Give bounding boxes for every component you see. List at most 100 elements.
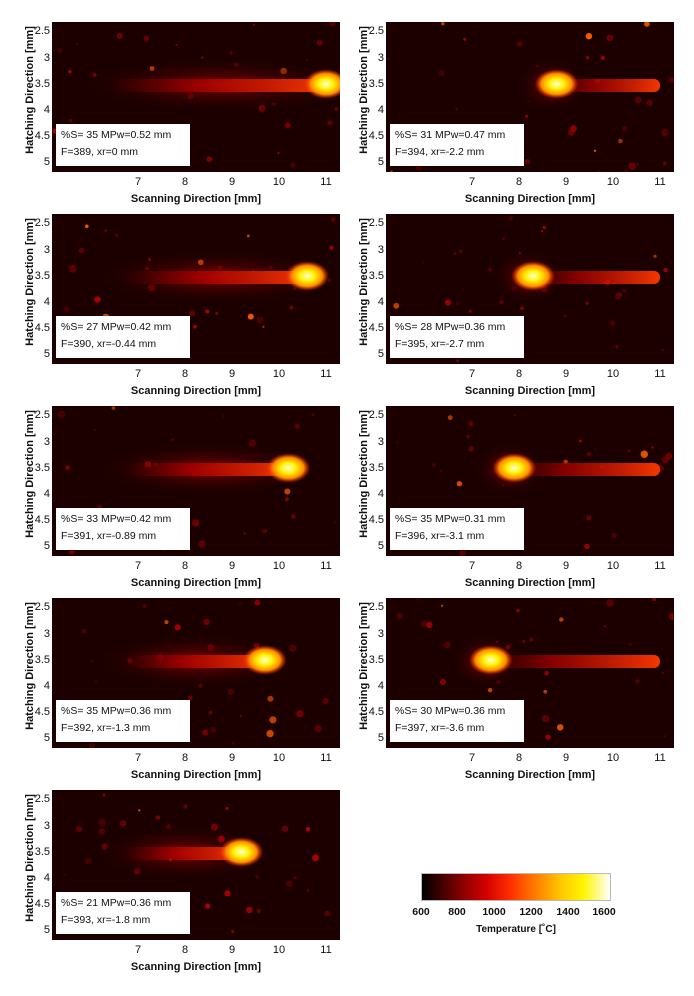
y-tick-label: 3	[43, 628, 50, 640]
parameter-box: %S= 21 MPw=0.36 mm F=393, xr=-1.8 mm	[56, 892, 190, 934]
y-tick-label: 4	[377, 104, 384, 116]
y-tick-label: 4	[377, 488, 384, 500]
y-tick-label: 3	[377, 52, 384, 64]
x-tick-label: 8	[181, 560, 189, 572]
y-tick-label: 2.5	[368, 25, 384, 37]
x-tick-label: 10	[272, 368, 286, 380]
thermal-image	[52, 214, 340, 364]
parameter-line-1: %S= 27 MPw=0.42 mm	[61, 321, 172, 333]
parameter-box: %S= 35 MPw=0.31 mm F=396, xr=-3.1 mm	[390, 508, 524, 550]
x-tick-label: 7	[134, 944, 142, 956]
x-tick-label: 10	[272, 944, 286, 956]
y-tick-label: 4	[43, 296, 50, 308]
y-tick-label: 5	[377, 156, 384, 168]
y-tick-label: 2.5	[34, 217, 50, 229]
parameter-box: %S= 31 MPw=0.47 mm F=394, xr=-2.2 mm	[390, 124, 524, 166]
y-tick-label: 4.5	[368, 706, 384, 718]
y-tick-label: 2.5	[368, 409, 384, 421]
y-tick-label: 3	[43, 820, 50, 832]
x-tick-label: 9	[228, 752, 236, 764]
x-tick-label: 8	[515, 368, 523, 380]
parameter-line-1: %S= 28 MPw=0.36 mm	[395, 321, 506, 333]
y-tick-label: 5	[43, 348, 50, 360]
parameter-box: %S= 35 MPw=0.36 mm F=392, xr=-1.3 mm	[56, 700, 190, 742]
parameter-line-2: F=397, xr=-3.6 mm	[395, 722, 485, 734]
parameter-line-2: F=389, xr=0 mm	[61, 146, 139, 158]
temperature-colorbar	[421, 873, 611, 901]
thermal-image	[386, 22, 674, 172]
thermal-panel: Hatching Direction [mm] 2.5 3 3.5 4 4.5 5 7 8 9 10…	[14, 214, 344, 404]
y-tick-label: 3.5	[368, 462, 384, 474]
x-tick-label: 9	[562, 176, 570, 188]
y-tick-label: 3.5	[34, 654, 50, 666]
y-tick-label: 3.5	[34, 462, 50, 474]
y-tick-label: 5	[43, 156, 50, 168]
x-tick-label: 9	[228, 176, 236, 188]
x-tick-label: 8	[181, 752, 189, 764]
colorbar-tick: 800	[448, 906, 466, 918]
y-tick-label: 2.5	[34, 793, 50, 805]
y-tick-label: 3	[43, 52, 50, 64]
x-tick-label: 9	[562, 560, 570, 572]
x-axis-label: Scanning Direction [mm]	[130, 769, 262, 781]
x-tick-label: 7	[468, 176, 476, 188]
y-tick-label: 4.5	[34, 898, 50, 910]
x-tick-label: 10	[606, 176, 620, 188]
y-tick-label: 4	[43, 104, 50, 116]
x-tick-label: 9	[228, 944, 236, 956]
x-axis-label: Scanning Direction [mm]	[464, 193, 596, 205]
y-tick-label: 4	[43, 872, 50, 884]
parameter-line-1: %S= 33 MPw=0.42 mm	[61, 513, 172, 525]
x-tick-label: 10	[606, 560, 620, 572]
parameter-box: %S= 27 MPw=0.42 mm F=390, xr=-0.44 mm	[56, 316, 190, 358]
thermal-panel: Hatching Direction [mm] 2.5 3 3.5 4 4.5 5 7 8 9 10…	[14, 22, 344, 212]
parameter-line-2: F=395, xr=-2.7 mm	[395, 338, 485, 350]
x-tick-label: 7	[468, 752, 476, 764]
thermal-image	[52, 790, 340, 940]
y-tick-label: 4.5	[34, 514, 50, 526]
y-tick-label: 5	[377, 540, 384, 552]
x-tick-label: 8	[181, 368, 189, 380]
x-tick-label: 7	[134, 560, 142, 572]
thermal-panel: Hatching Direction [mm] 2.5 3 3.5 4 4.5 5 7 8 9 10…	[14, 790, 344, 980]
parameter-box: %S= 33 MPw=0.42 mm F=391, xr=-0.89 mm	[56, 508, 190, 550]
x-axis-label: Scanning Direction [mm]	[464, 577, 596, 589]
parameter-line-2: F=391, xr=-0.89 mm	[61, 530, 157, 542]
thermal-panel: Hatching Direction [mm] 2.5 3 3.5 4 4.5 5 7 8 9 10…	[348, 598, 678, 788]
parameter-box: %S= 30 MPw=0.36 mm F=397, xr=-3.6 mm	[390, 700, 524, 742]
x-axis-label: Scanning Direction [mm]	[130, 193, 262, 205]
y-tick-label: 3.5	[34, 270, 50, 282]
y-tick-label: 5	[377, 732, 384, 744]
y-tick-label: 4.5	[34, 706, 50, 718]
x-tick-label: 7	[134, 368, 142, 380]
parameter-box: %S= 28 MPw=0.36 mm F=395, xr=-2.7 mm	[390, 316, 524, 358]
x-tick-label: 8	[515, 176, 523, 188]
thermal-panel: Hatching Direction [mm] 2.5 3 3.5 4 4.5 5 7 8 9 10…	[348, 406, 678, 596]
y-tick-label: 2.5	[34, 409, 50, 421]
thermal-panel: Hatching Direction [mm] 2.5 3 3.5 4 4.5 5 7 8 9 10…	[14, 598, 344, 788]
colorbar-tick: 600	[412, 906, 430, 918]
y-tick-label: 5	[377, 348, 384, 360]
y-tick-label: 5	[43, 540, 50, 552]
y-tick-label: 4	[377, 296, 384, 308]
x-tick-label: 9	[228, 560, 236, 572]
y-tick-label: 4.5	[34, 130, 50, 142]
y-tick-label: 4.5	[368, 130, 384, 142]
x-tick-label: 8	[515, 752, 523, 764]
x-tick-label: 8	[181, 176, 189, 188]
y-tick-label: 3	[377, 436, 384, 448]
x-tick-label: 11	[320, 752, 332, 764]
y-tick-label: 3.5	[34, 78, 50, 90]
x-tick-label: 11	[654, 560, 666, 572]
colorbar-tick: 1000	[482, 906, 506, 918]
parameter-box: %S= 35 MPw=0.52 mm F=389, xr=0 mm	[56, 124, 190, 166]
y-tick-label: 2.5	[34, 25, 50, 37]
x-tick-label: 7	[134, 176, 142, 188]
parameter-line-1: %S= 35 MPw=0.52 mm	[61, 129, 172, 141]
thermal-panel: Hatching Direction [mm] 2.5 3 3.5 4 4.5 5 7 8 9 10…	[14, 406, 344, 596]
y-tick-label: 2.5	[34, 601, 50, 613]
y-tick-label: 5	[43, 924, 50, 936]
x-tick-label: 11	[654, 368, 666, 380]
x-tick-label: 11	[654, 176, 666, 188]
y-tick-label: 3.5	[34, 846, 50, 858]
